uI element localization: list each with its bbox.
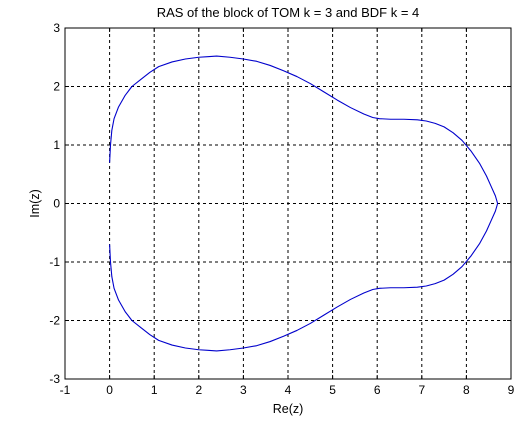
y-tick-label: 1 (53, 138, 60, 152)
y-tick-label: 0 (53, 197, 60, 211)
ticks: -1 0 1 2 3 4 5 6 7 8 9 -3 -2 -1 0 1 2 3 (49, 21, 514, 397)
chart-title: RAS of the block of TOM k = 3 and BDF k … (157, 5, 420, 20)
stability-boundary-curve (109, 55, 499, 352)
x-tick-label: 5 (329, 383, 336, 397)
x-tick-label: 1 (151, 383, 158, 397)
y-tick-label: -1 (49, 255, 60, 269)
x-tick-label: 3 (240, 383, 247, 397)
y-tick-label: -2 (49, 314, 60, 328)
y-tick-label: 2 (53, 80, 60, 94)
grid (65, 28, 511, 379)
x-axis-label: Re(z) (273, 402, 304, 416)
x-tick-label: 6 (374, 383, 381, 397)
x-tick-label: 2 (195, 383, 202, 397)
y-axis-label: Im(z) (28, 189, 42, 217)
x-tick-label: 7 (418, 383, 425, 397)
x-tick-label: 4 (285, 383, 292, 397)
curve-layer (109, 55, 499, 352)
y-tick-label: 3 (53, 21, 60, 35)
x-tick-label: -1 (60, 383, 71, 397)
y-tick-label: -3 (49, 372, 60, 386)
x-tick-label: 8 (463, 383, 470, 397)
x-tick-label: 0 (106, 383, 113, 397)
x-tick-label: 9 (508, 383, 515, 397)
